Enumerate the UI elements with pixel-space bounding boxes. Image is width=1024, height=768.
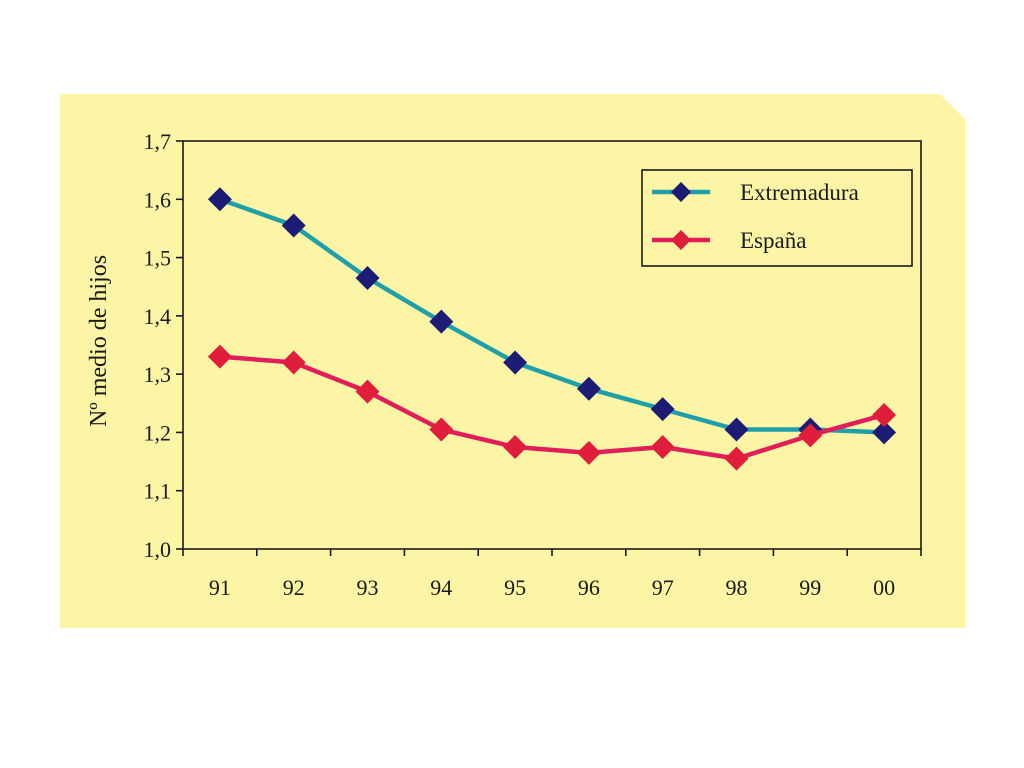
data-point [650, 435, 675, 459]
chart-panel: 1,0 1,1 1,2 1,3 1,4 1,5 1,6 1,7 91 92 93 94 95 96 97 9… [60, 94, 965, 628]
data-point [207, 187, 232, 212]
data-point [650, 397, 675, 422]
data-point [207, 344, 232, 369]
legend: Extremadura España [641, 169, 913, 267]
data-point [576, 376, 601, 401]
x-tick-label: 97 [652, 575, 674, 600]
x-tick-label: 92 [283, 575, 305, 600]
series-line [219, 354, 885, 461]
x-tick-label: 96 [578, 575, 600, 600]
x-tick-label: 95 [504, 575, 526, 600]
series-line [219, 197, 885, 435]
y-tick-label: 1,5 [144, 246, 172, 271]
data-point [798, 423, 823, 448]
x-tick-label: 98 [726, 575, 748, 600]
y-tick-label: 1,4 [144, 304, 172, 329]
legend-label: Extremadura [740, 180, 859, 205]
data-point [872, 420, 897, 445]
x-tick-label: 94 [430, 575, 452, 600]
data-point [281, 213, 306, 238]
data-point [355, 265, 380, 290]
series-layer [207, 187, 897, 471]
line-chart: 1,01,11,21,31,41,51,61,7 91 92 93 94 95 96 97 9… [60, 94, 965, 628]
data-point [281, 350, 306, 375]
y-tick-label: 1,7 [144, 129, 172, 154]
data-point [429, 417, 454, 442]
y-tick-label: 1,3 [144, 362, 172, 387]
data-point [503, 435, 528, 459]
data-point [576, 440, 601, 465]
data-point [724, 417, 749, 442]
x-tick-label: 00 [873, 575, 895, 600]
x-ticks: 91 92 93 94 95 96 97 98 99 00 [182, 549, 922, 600]
data-point [724, 446, 749, 471]
series-espana [207, 344, 897, 471]
y-tick-label: 1,0 [144, 537, 172, 562]
legend-entry: Extremadura [652, 180, 859, 205]
data-point [503, 350, 528, 375]
data-point [355, 379, 380, 404]
legend-swatch-marker [671, 230, 691, 250]
y-ticks: 1,0 1,1 1,2 1,3 1,4 1,5 1,6 1,7 [144, 129, 183, 562]
y-tick-label: 1,2 [144, 420, 172, 445]
data-point [872, 402, 897, 427]
y-tick-label: 1,1 [144, 479, 172, 504]
legend-box [641, 169, 913, 267]
y-tick-label: 1,6 [144, 187, 172, 212]
y-axis-label: Nº medio de hijos [86, 255, 112, 427]
x-tick-label: 93 [357, 575, 379, 600]
x-tick-label: 99 [799, 575, 821, 600]
x-tick-label: 91 [209, 575, 231, 600]
data-point [429, 309, 454, 334]
legend-swatch-marker [671, 182, 691, 202]
legend-label: España [740, 228, 806, 253]
series-extremadura [207, 187, 897, 445]
legend-entry: España [652, 228, 806, 253]
